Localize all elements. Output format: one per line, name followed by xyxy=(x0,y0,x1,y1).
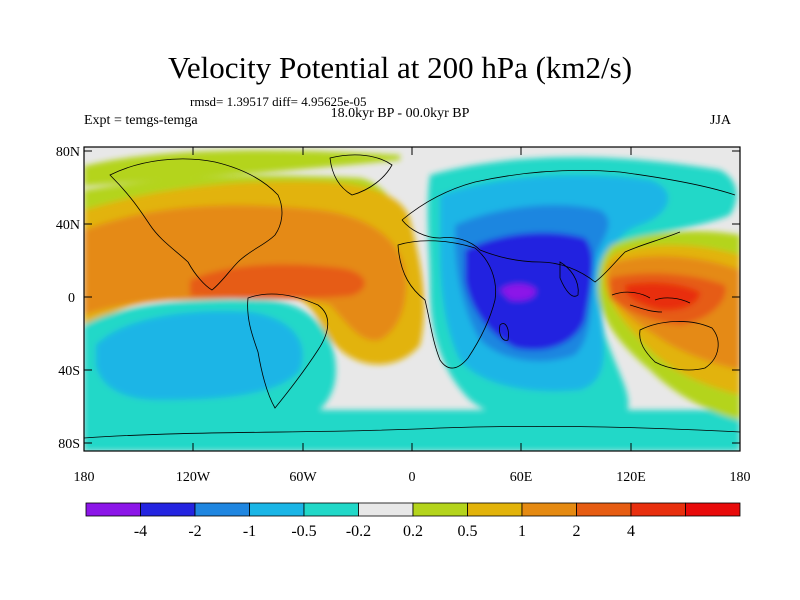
colorbar-label: 0.2 xyxy=(403,523,423,540)
colorbar-swatch xyxy=(685,502,741,517)
colorbar-swatch xyxy=(303,502,359,517)
colorbar-swatch xyxy=(140,502,196,517)
lat-tick-label: 80N xyxy=(56,145,80,160)
colorbar-swatch xyxy=(576,502,632,517)
continent-outlines xyxy=(84,154,740,439)
field-band--0.5-south xyxy=(96,311,303,400)
lat-tick-label: 0 xyxy=(68,291,75,306)
colorbar-label: -0.2 xyxy=(346,523,371,540)
colorbar-label: -1 xyxy=(243,523,256,540)
field-band-4-east xyxy=(625,282,700,311)
field-band-0.2-north xyxy=(84,150,400,186)
lat-tick-label: 40N xyxy=(56,218,80,233)
lon-tick-label: 120E xyxy=(616,470,646,485)
experiment-label: Expt = temgs-temga xyxy=(84,113,198,128)
colorbar-swatch xyxy=(194,502,250,517)
colorbar-swatch xyxy=(85,502,141,517)
stats-label: rmsd= 1.39517 diff= 4.95625e-05 xyxy=(190,94,367,109)
field-band-2-west xyxy=(190,264,365,299)
colorbar-swatch xyxy=(467,502,523,517)
lon-tick-label: 180 xyxy=(74,470,95,485)
colorbar-swatch xyxy=(521,502,577,517)
lon-tick-label: 0 xyxy=(409,470,416,485)
colorbar-label: 1 xyxy=(518,523,526,540)
lon-tick-label: 120W xyxy=(176,470,211,485)
field-band--4 xyxy=(500,284,536,301)
colorbar-swatch xyxy=(412,502,468,517)
lon-axis: 180 120W 60W 0 60E 120E 180 xyxy=(74,147,751,485)
colorbar-label: 4 xyxy=(627,523,635,540)
velocity-potential-field xyxy=(84,147,740,451)
colorbar-label: 2 xyxy=(573,523,581,540)
lat-axis: 80N 40N 0 40S 80S xyxy=(56,145,740,452)
colorbar-swatch xyxy=(630,502,686,517)
season-label: JJA xyxy=(710,113,732,128)
lat-tick-label: 80S xyxy=(58,437,80,452)
lon-tick-label: 60W xyxy=(289,470,317,485)
colorbar: -4 -2 -1 -0.5 -0.2 0.2 0.5 1 2 4 xyxy=(85,502,741,540)
colorbar-swatch xyxy=(358,502,414,517)
lon-tick-label: 60E xyxy=(510,470,533,485)
colorbar-label: -0.5 xyxy=(291,523,316,540)
colorbar-swatch xyxy=(249,502,305,517)
colorbar-label: 0.5 xyxy=(458,523,478,540)
period-label: 18.0kyr BP - 00.0kyr BP xyxy=(330,106,470,121)
colorbar-label: -4 xyxy=(134,523,147,540)
colorbar-label: -2 xyxy=(188,523,201,540)
lat-tick-label: 40S xyxy=(58,364,80,379)
lon-tick-label: 180 xyxy=(730,470,751,485)
chart-title: Velocity Potential at 200 hPa (km2/s) xyxy=(167,50,633,85)
